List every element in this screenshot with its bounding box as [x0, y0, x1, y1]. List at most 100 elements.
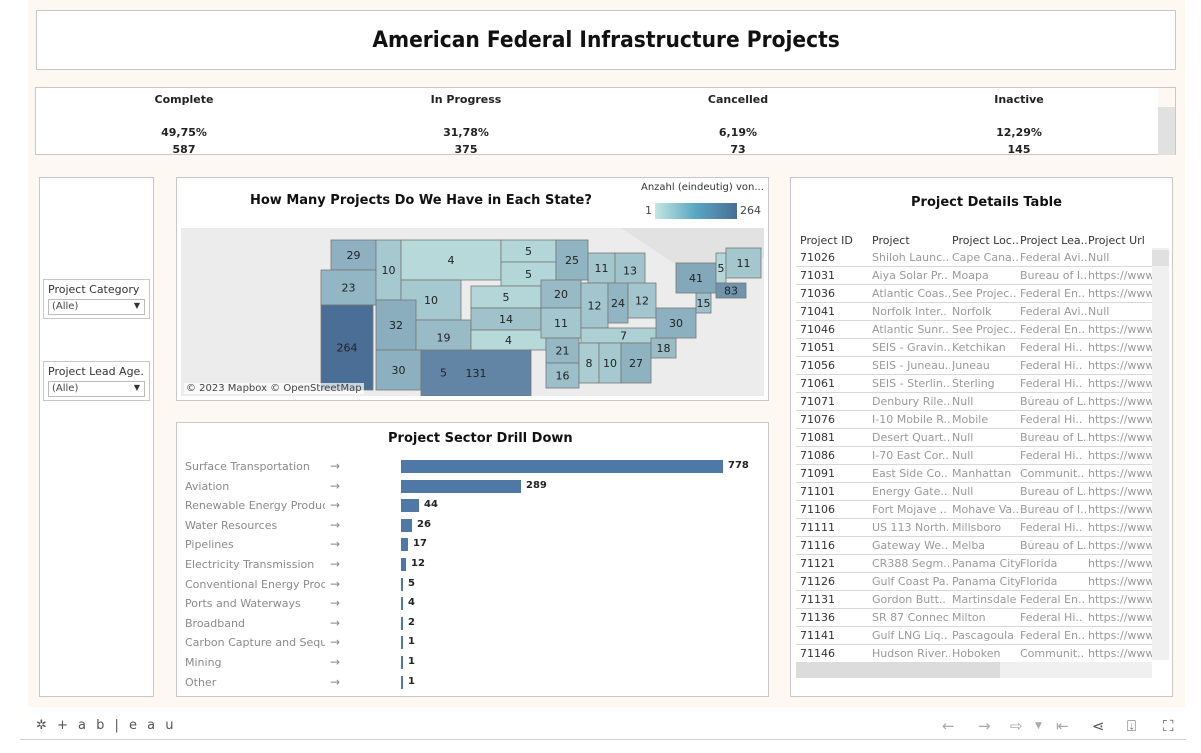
table-row[interactable]: 71091 East Side Co.. Manhattan Communit.. ht… — [796, 465, 1152, 483]
us-map[interactable]: 29 23 264 10 4 10 32 19 30 5 5 5 5 14 4 131 25 20 11 21 16 11… — [181, 228, 764, 396]
drill-down-arrow-icon[interactable]: → — [330, 459, 341, 473]
bar-row[interactable]: Aviation → 289 — [185, 478, 765, 496]
table-row[interactable]: 71116 Gateway We.. Melba Bureau of L.. https… — [796, 537, 1152, 555]
state-ca[interactable] — [320, 304, 374, 391]
bar-row[interactable]: Renewable Energy Produc.. → 44 — [185, 497, 765, 515]
drill-down-arrow-icon[interactable]: → — [330, 498, 341, 513]
state-az[interactable] — [375, 349, 422, 391]
state-wa[interactable] — [330, 239, 377, 271]
project-category-dropdown[interactable]: (Alle) ▼ — [48, 299, 145, 315]
column-header[interactable]: Project — [872, 234, 910, 247]
drill-down-arrow-icon[interactable]: → — [330, 635, 341, 650]
drill-down-arrow-icon[interactable]: → — [330, 674, 341, 689]
scrollbar-thumb[interactable] — [1158, 107, 1175, 155]
column-header[interactable]: Project Loc.. — [952, 234, 1019, 247]
bar[interactable] — [401, 636, 403, 650]
table-row[interactable]: 71081 Desert Quart.. Null Bureau of L.. http… — [796, 429, 1152, 447]
table-row[interactable]: 71051 SEIS - Gravin.. Ketchikan Federal Hi.… — [796, 339, 1152, 357]
bar[interactable] — [401, 538, 408, 552]
tableau-logo[interactable]: ✲ + a b | e a u — [36, 718, 177, 733]
table-row[interactable]: 71041 Norfolk Inter.. Norfolk Federal Avi..… — [796, 303, 1152, 321]
column-header[interactable]: Project ID — [800, 234, 853, 247]
kpi-scrollbar[interactable] — [1158, 88, 1175, 155]
state-me[interactable] — [725, 247, 762, 279]
state-mo[interactable] — [540, 307, 582, 339]
state-tx[interactable] — [420, 349, 532, 396]
bar[interactable] — [401, 518, 412, 532]
fullscreen-icon[interactable]: ⛶ — [1163, 717, 1174, 735]
state-co[interactable] — [415, 319, 472, 356]
table-row[interactable]: 71056 SEIS - Juneau.. Juneau Federal Hi.. ht… — [796, 357, 1152, 375]
bar[interactable] — [401, 479, 521, 493]
table-row[interactable]: 71121 CR388 Segm.. Panama City Florida https… — [796, 555, 1152, 573]
table-row[interactable]: 71106 Fort Mojave .. Mohave Va.. Bureau of … — [796, 501, 1152, 519]
drill-down-arrow-icon[interactable]: → — [330, 596, 341, 611]
state-ny[interactable] — [675, 262, 717, 294]
bar-row[interactable]: Mining → 1 — [185, 654, 765, 672]
table-row[interactable]: 71031 Aiya Solar Pr.. Moapa Bureau of I.. ht… — [796, 267, 1152, 285]
bar[interactable] — [401, 499, 419, 513]
scrollbar-thumb[interactable] — [796, 662, 1000, 678]
bar[interactable] — [401, 558, 406, 571]
column-header[interactable]: Project Url — [1088, 234, 1145, 247]
bar-row[interactable]: Surface Transportation → 778 — [185, 458, 765, 476]
drill-down-arrow-icon[interactable]: → — [330, 655, 341, 669]
bar-row[interactable]: Broadband → 2 — [185, 615, 765, 633]
bar[interactable] — [401, 597, 403, 611]
drill-down-arrow-icon[interactable]: → — [330, 576, 341, 591]
table-row[interactable]: 71136 SR 87 Connec.. Milton Federal Hi.. htt… — [796, 609, 1152, 627]
table-horizontal-scrollbar[interactable] — [796, 662, 1152, 678]
bar[interactable] — [401, 460, 723, 473]
bar[interactable] — [401, 675, 403, 689]
redo-icon[interactable]: → — [978, 717, 991, 735]
download-icon[interactable]: ⍗ — [1127, 717, 1137, 735]
state-ar[interactable] — [545, 337, 580, 364]
bar-row[interactable]: Pipelines → 17 — [185, 536, 765, 554]
state-ma[interactable] — [715, 282, 747, 299]
drill-down-arrow-icon[interactable]: → — [330, 615, 341, 630]
drill-down-arrow-icon[interactable]: → — [330, 478, 341, 493]
table-row[interactable]: 71061 SEIS - Sterlin.. Sterling Federal Hi.… — [796, 375, 1152, 393]
state-or[interactable] — [320, 269, 377, 306]
undo-icon[interactable]: ← — [942, 717, 955, 735]
bar[interactable] — [401, 577, 403, 591]
table-row[interactable]: 71126 Gulf Coast Pa.. Panama City Florida ht… — [796, 573, 1152, 591]
bar-row[interactable]: Conventional Energy Prod.. → 5 — [185, 576, 765, 594]
table-row[interactable]: 71146 Hudson River.. Hoboken Communit.. http… — [796, 645, 1152, 663]
state-oh[interactable] — [627, 282, 657, 319]
table-row[interactable]: 71026 Shiloh Launc.. Cape Cana.. Federal Av… — [796, 249, 1152, 267]
bar[interactable] — [401, 656, 403, 669]
state-va[interactable] — [655, 307, 697, 339]
drill-down-arrow-icon[interactable]: → — [330, 537, 341, 552]
scrollbar-thumb[interactable] — [1152, 250, 1169, 266]
bar-row[interactable]: Ports and Waterways → 4 — [185, 595, 765, 613]
project-lead-agency-dropdown[interactable]: (Alle) ▼ — [48, 381, 145, 397]
column-header[interactable]: Project Lea.. — [1020, 234, 1088, 247]
table-row[interactable]: 71071 Denbury Rile.. Null Bureau of L.. http… — [796, 393, 1152, 411]
dropdown-icon[interactable]: ▼ — [1035, 721, 1042, 731]
share-icon[interactable]: ⋖ — [1092, 717, 1105, 735]
table-row[interactable]: 71046 Atlantic Sunr.. See Projec.. Federal … — [796, 321, 1152, 339]
state-il[interactable] — [580, 282, 609, 329]
reset-icon[interactable]: ⇤ — [1056, 717, 1069, 735]
bar-row[interactable]: Other → 1 — [185, 674, 765, 692]
table-row[interactable]: 71076 I-10 Mobile R.. Mobile Federal Hi.. ht… — [796, 411, 1152, 429]
drill-down-arrow-icon[interactable]: → — [330, 557, 341, 571]
table-row[interactable]: 71111 US 113 North.. Millsboro Federal Hi..… — [796, 519, 1152, 537]
state-mi[interactable] — [614, 252, 646, 289]
drill-down-arrow-icon[interactable]: → — [330, 517, 341, 532]
bar-row[interactable]: Carbon Capture and Sequ.. → 1 — [185, 634, 765, 652]
state-mn[interactable] — [555, 239, 589, 281]
table-row[interactable]: 71131 Gordon Butt.. Martinsdale Federal En.… — [796, 591, 1152, 609]
state-nj[interactable] — [695, 292, 712, 314]
table-row[interactable]: 71036 Atlantic Coas.. See Projec.. Federal … — [796, 285, 1152, 303]
table-vertical-scrollbar[interactable] — [1152, 248, 1169, 660]
bar-row[interactable]: Water Resources → 26 — [185, 517, 765, 535]
table-row[interactable]: 71101 Energy Gate.. Null Bureau of L.. https… — [796, 483, 1152, 501]
table-row[interactable]: 71086 I-70 East Cor.. Null Federal Hi.. http… — [796, 447, 1152, 465]
bar[interactable] — [401, 616, 403, 630]
revert-icon[interactable]: ⇨ — [1010, 717, 1023, 735]
bar-row[interactable]: Electricity Transmission → 12 — [185, 556, 765, 574]
state-ga[interactable] — [620, 342, 652, 384]
